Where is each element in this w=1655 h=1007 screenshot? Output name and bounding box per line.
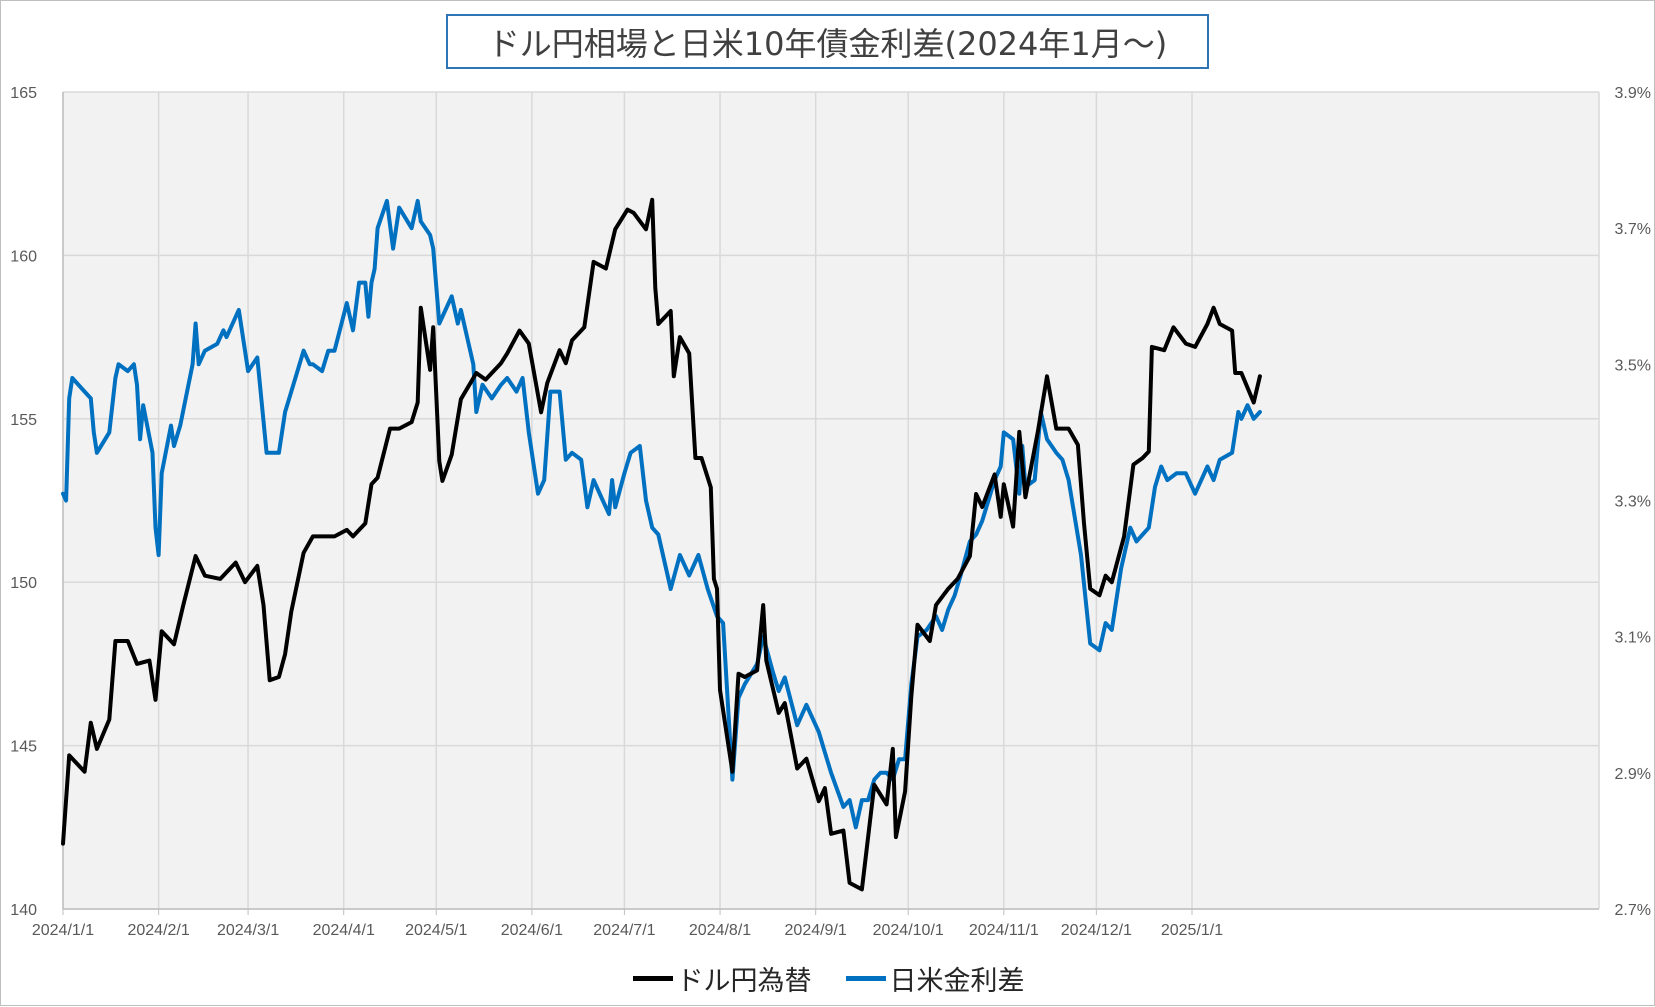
x-tick-label: 2024/11/1 bbox=[969, 922, 1039, 939]
legend-item-usdjpy: ドル円為替 bbox=[632, 959, 812, 998]
y-right-tick-label: 3.7% bbox=[1615, 221, 1651, 238]
legend-item-rate-spread: 日米金利差 bbox=[845, 959, 1025, 998]
y-right-tick-label: 3.1% bbox=[1615, 630, 1651, 647]
x-tick-label: 2024/9/1 bbox=[785, 922, 847, 939]
y-left-tick-label: 155 bbox=[10, 412, 37, 429]
y-right-tick-label: 2.7% bbox=[1615, 902, 1651, 919]
y-left-tick-label: 140 bbox=[10, 902, 37, 919]
x-tick-label: 2024/7/1 bbox=[593, 922, 655, 939]
series-line-usdjpy bbox=[61, 197, 1262, 892]
y-right-tick-label: 3.5% bbox=[1615, 357, 1651, 374]
legend-label-rate-spread: 日米金利差 bbox=[889, 965, 1025, 997]
legend-swatch-usdjpy bbox=[632, 975, 673, 981]
legend: ドル円為替 日米金利差 bbox=[1, 958, 1655, 998]
y-left-tick-label: 145 bbox=[10, 739, 37, 756]
legend-swatch-rate-spread bbox=[845, 975, 886, 981]
x-tick-label: 2024/5/1 bbox=[405, 922, 467, 939]
x-tick-label: 2024/12/1 bbox=[1061, 922, 1132, 939]
x-tick-label: 2024/10/1 bbox=[873, 922, 944, 939]
y-left-tick-label: 150 bbox=[10, 575, 37, 592]
y-left-tick-label: 165 bbox=[10, 85, 37, 102]
y-right-tick-label: 3.3% bbox=[1615, 494, 1651, 511]
y-right-tick-label: 2.9% bbox=[1615, 766, 1651, 783]
y-right-tick-label: 3.9% bbox=[1615, 85, 1651, 102]
x-tick-label: 2025/1/1 bbox=[1161, 922, 1223, 939]
series-line-rate-spread bbox=[61, 198, 1262, 830]
x-tick-label: 2024/4/1 bbox=[313, 922, 375, 939]
x-tick-label: 2024/6/1 bbox=[501, 922, 563, 939]
legend-label-usdjpy: ドル円為替 bbox=[676, 965, 812, 997]
chart-title: ドル円相場と日米10年債金利差(2024年1月～) bbox=[446, 14, 1209, 69]
y-left-tick-label: 160 bbox=[10, 248, 37, 265]
x-tick-label: 2024/2/1 bbox=[127, 922, 189, 939]
plot-area bbox=[63, 92, 1599, 909]
x-tick-label: 2024/8/1 bbox=[689, 922, 751, 939]
x-tick-label: 2024/3/1 bbox=[217, 922, 279, 939]
x-tick-label: 2024/1/1 bbox=[32, 922, 94, 939]
